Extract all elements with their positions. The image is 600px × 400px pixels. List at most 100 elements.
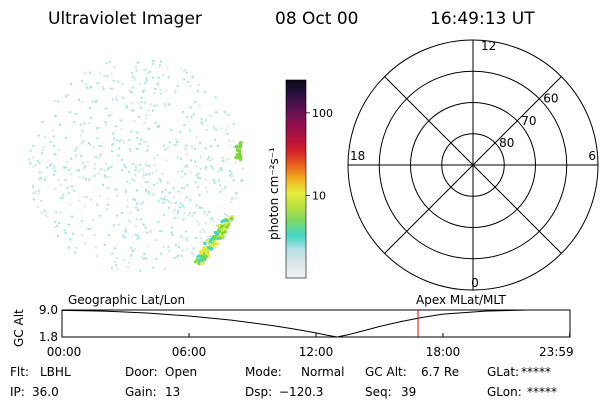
aurora-pixel [197, 261, 201, 265]
uv-pixel [99, 214, 102, 217]
uv-pixel [57, 179, 60, 182]
uv-pixel [174, 208, 177, 211]
uv-pixel [215, 128, 218, 131]
status-value: 6.7 Re [421, 365, 459, 379]
uv-pixel [177, 209, 180, 212]
uv-pixel [225, 128, 228, 131]
uv-pixel [144, 101, 147, 104]
uv-pixel [58, 149, 61, 152]
uv-pixel [127, 266, 129, 268]
uv-pixel [204, 222, 207, 225]
mlt-spoke [494, 186, 562, 254]
uv-pixel [44, 214, 47, 217]
uv-pixel [111, 87, 114, 90]
mlt-spoke [384, 76, 452, 144]
aurora-pixel [208, 242, 212, 246]
mlt-spoke [494, 76, 562, 144]
uv-pixel [159, 92, 162, 95]
aurora-pixel [230, 217, 233, 221]
colorbar [285, 79, 307, 279]
aurora-pixel [202, 248, 206, 252]
uv-pixel [192, 247, 195, 250]
uv-pixel [230, 171, 233, 174]
aurora-pixel [226, 223, 230, 227]
orbit-xtick-label: 18:00 [426, 345, 461, 359]
uv-pixel [142, 257, 145, 260]
uv-pixel [96, 137, 99, 140]
uv-pixel [157, 200, 160, 203]
uv-pixel [65, 160, 68, 163]
uv-pixel [177, 254, 179, 257]
uv-pixel [112, 132, 115, 135]
uv-pixel [32, 165, 35, 168]
uv-pixel [191, 215, 194, 218]
uv-pixel [173, 257, 176, 260]
uv-pixel [65, 166, 68, 169]
uv-pixel [103, 74, 106, 77]
aurora-pixel [239, 145, 242, 149]
uv-pixel [70, 82, 72, 85]
uv-pixel [96, 204, 98, 207]
uv-pixel [95, 82, 98, 84]
orbit-plot: 9.0 1.800:00 06:00 12:00 18:00 23:59 [39, 303, 574, 359]
aurora-pixel [213, 240, 217, 244]
uv-pixel [225, 158, 228, 161]
uv-pixel [215, 111, 218, 114]
uv-pixel [152, 266, 155, 269]
uv-pixel [192, 113, 195, 116]
uv-pixel [116, 267, 119, 270]
uv-pixel [134, 77, 136, 80]
uv-pixel [44, 176, 47, 179]
uv-pixel [240, 180, 243, 182]
lat-label: 70 [521, 114, 536, 128]
uv-pixel [130, 246, 133, 249]
uv-pixel [186, 239, 189, 242]
uv-pixel [81, 129, 84, 132]
aurora-pixel [238, 141, 242, 145]
uv-pixel [183, 206, 186, 209]
uv-pixel [198, 206, 201, 209]
aurora-pixel [206, 248, 210, 252]
uv-pixel [170, 226, 173, 229]
uv-pixel [52, 135, 55, 138]
uv-pixel [27, 158, 30, 161]
uv-pixel [186, 248, 189, 251]
uv-pixel [82, 161, 85, 164]
uv-pixel [206, 158, 209, 161]
uv-pixel [105, 208, 108, 210]
uv-pixel [143, 122, 146, 125]
aurora-pixel [225, 221, 229, 225]
uv-pixel [200, 206, 203, 209]
aurora-pixel [195, 258, 199, 262]
uv-pixel [53, 165, 56, 168]
uv-pixel [163, 198, 165, 201]
uv-pixel [187, 214, 190, 217]
uv-pixel [110, 114, 113, 117]
aurora-pixel [236, 148, 239, 152]
uv-pixel [32, 156, 35, 159]
uv-pixel [125, 106, 128, 109]
uv-pixel [130, 72, 133, 74]
uv-pixel [136, 237, 139, 240]
uv-pixel [164, 188, 167, 191]
uv-pixel [167, 200, 170, 203]
status-label: Flt: [10, 365, 29, 379]
uv-pixel [226, 214, 229, 217]
uv-pixel [41, 121, 44, 123]
uv-pixel [170, 231, 173, 234]
uv-pixel [145, 68, 148, 71]
uv-pixel [71, 232, 74, 235]
uv-pixel [144, 226, 147, 229]
uv-pixel [185, 71, 188, 74]
uv-pixel [115, 125, 118, 128]
uv-pixel [211, 167, 214, 170]
uv-pixel [174, 91, 177, 94]
aurora-pixel [200, 254, 204, 258]
uv-pixel [77, 199, 80, 202]
uv-pixel [241, 167, 244, 170]
uv-pixel [196, 90, 199, 93]
uv-pixel [134, 165, 137, 168]
uv-pixel [46, 166, 49, 169]
uv-pixel [136, 62, 139, 65]
uv-pixel [95, 246, 97, 249]
